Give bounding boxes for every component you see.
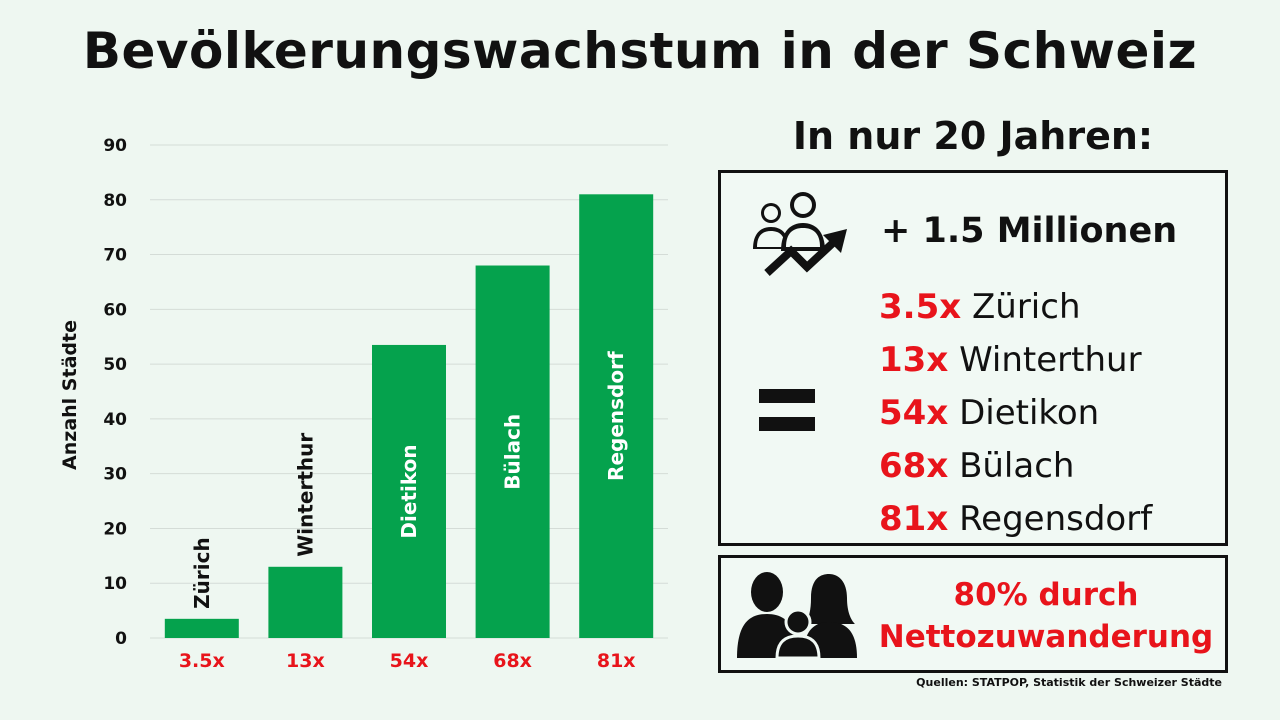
migration-line-2: Nettozuwanderung <box>878 619 1214 655</box>
city-name: Bülach <box>959 446 1075 486</box>
y-tick-label: 60 <box>103 300 127 320</box>
bar-label: Winterthur <box>293 433 317 557</box>
factor-value: 81x <box>879 499 949 539</box>
factor-item: 13x Winterthur <box>879 334 1152 387</box>
bar-label: Zürich <box>190 537 214 609</box>
summary-box: + 1.5 Millionen 3.5x Zürich 13x Winterth… <box>718 170 1228 546</box>
city-name: Dietikon <box>959 393 1100 433</box>
bar-label: Bülach <box>501 414 525 490</box>
equals-icon <box>759 389 815 431</box>
summary-heading: In nur 20 Jahren: <box>792 114 1154 158</box>
y-axis-label: Anzahl Städte <box>59 320 81 470</box>
bar <box>372 344 446 638</box>
bar <box>164 618 239 638</box>
bar <box>579 194 654 639</box>
chart-bars <box>164 194 654 639</box>
source-note: Quellen: STATPOP, Statistik der Schweize… <box>916 676 1222 689</box>
bar <box>268 566 343 638</box>
total-growth: + 1.5 Millionen <box>881 211 1178 251</box>
bar-chart: Anzahl Städte 0 10 20 30 40 50 60 70 80 90 Zürich… <box>59 136 668 672</box>
factor-item: 3.5x Zürich <box>879 281 1152 334</box>
page-title: Bevölkerungswachstum in der Schweiz <box>82 22 1198 80</box>
y-tick-label: 80 <box>103 191 127 211</box>
x-tick-label: 13x <box>286 650 325 672</box>
city-name: Winterthur <box>959 340 1142 380</box>
bar-label: Dietikon <box>397 444 421 538</box>
factor-item: 54x Dietikon <box>879 387 1152 440</box>
x-tick-label: 54x <box>390 650 429 672</box>
factor-value: 3.5x <box>879 287 962 327</box>
population-growth-icon <box>753 192 847 276</box>
city-name: Regensdorf <box>959 499 1153 539</box>
y-tick-label: 20 <box>103 519 127 539</box>
y-tick-label: 0 <box>115 629 127 649</box>
y-tick-label: 10 <box>103 574 127 594</box>
family-icon <box>737 572 857 660</box>
y-axis-ticks: 0 10 20 30 40 50 60 70 80 90 <box>103 136 127 649</box>
factor-item: 68x Bülach <box>879 440 1152 493</box>
factor-item: 81x Regensdorf <box>879 493 1152 546</box>
x-axis-ticks: 3.5x 13x 54x 68x 81x <box>179 650 636 672</box>
bar-labels: Zürich Winterthur Dietikon Bülach Regensdorf <box>190 351 628 609</box>
factor-list: 3.5x Zürich 13x Winterthur 54x Dietikon … <box>879 281 1152 546</box>
factor-value: 13x <box>879 340 949 380</box>
x-tick-label: 81x <box>597 650 636 672</box>
factor-value: 54x <box>879 393 949 433</box>
factor-value: 68x <box>879 446 949 486</box>
y-tick-label: 50 <box>103 355 127 375</box>
bar-label: Regensdorf <box>604 351 628 481</box>
y-tick-label: 90 <box>103 136 127 156</box>
bar <box>475 265 550 638</box>
x-tick-label: 68x <box>493 650 532 672</box>
city-name: Zürich <box>971 287 1081 327</box>
migration-box: 80% durch Nettozuwanderung <box>718 555 1228 673</box>
migration-text: 80% durch Nettozuwanderung <box>871 574 1221 658</box>
migration-line-1: 80% durch <box>953 577 1139 613</box>
y-tick-label: 70 <box>103 246 127 266</box>
x-tick-label: 3.5x <box>179 650 225 672</box>
y-tick-label: 40 <box>103 410 127 430</box>
y-tick-label: 30 <box>103 465 127 485</box>
